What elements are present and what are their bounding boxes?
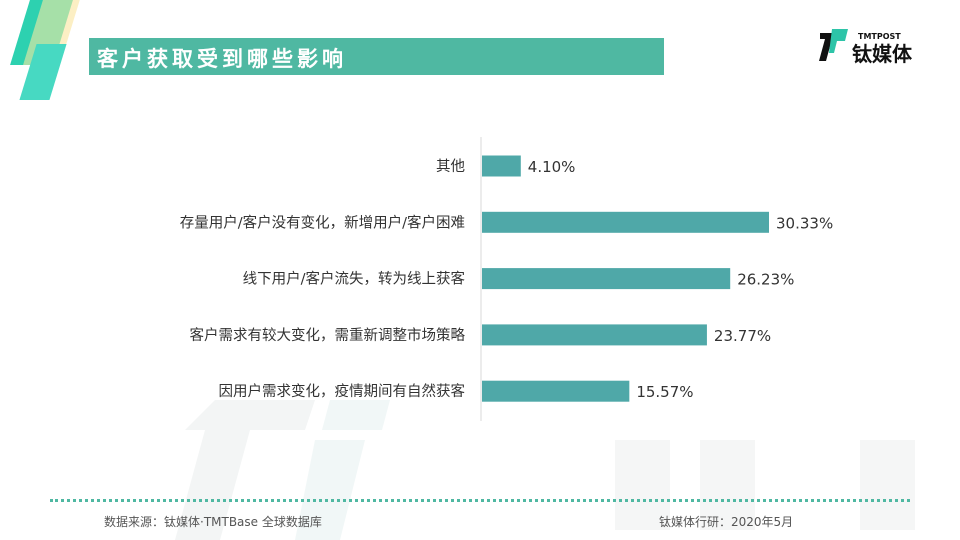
tmtpost-logo: TMTPOST 钛媒体: [819, 29, 913, 66]
data-label: 15.57%: [636, 383, 693, 401]
category-label: 因用户需求变化，疫情期间有自然获客: [219, 383, 466, 400]
category-label: 线下用户/客户流失，转为线上获客: [243, 271, 465, 288]
data-label: 4.10%: [528, 158, 576, 176]
page-title: 客户获取受到哪些影响: [97, 47, 347, 71]
data-label: 30.33%: [776, 214, 833, 232]
data-label: 23.77%: [714, 327, 771, 345]
category-label: 客户需求有较大变化，需重新调整市场策略: [190, 326, 466, 344]
svg-text:钛媒体: 钛媒体: [852, 42, 913, 66]
bar: [482, 268, 731, 290]
data-source: 数据来源：钛媒体·TMTBase 全球数据库: [104, 515, 322, 529]
footer-divider: [50, 499, 910, 502]
bar: [482, 155, 521, 177]
svg-text:TMTPOST: TMTPOST: [858, 32, 901, 41]
title-bar: 客户获取受到哪些影响: [89, 38, 664, 75]
category-label: 其他: [436, 158, 465, 175]
bar: [482, 324, 707, 346]
bar: [482, 211, 769, 233]
bar: [482, 380, 630, 402]
data-label: 26.23%: [737, 271, 794, 289]
report-date: 钛媒体行研：2020年5月: [659, 515, 794, 529]
category-label: 存量用户/客户没有变化，新增用户/客户困难: [180, 214, 465, 231]
